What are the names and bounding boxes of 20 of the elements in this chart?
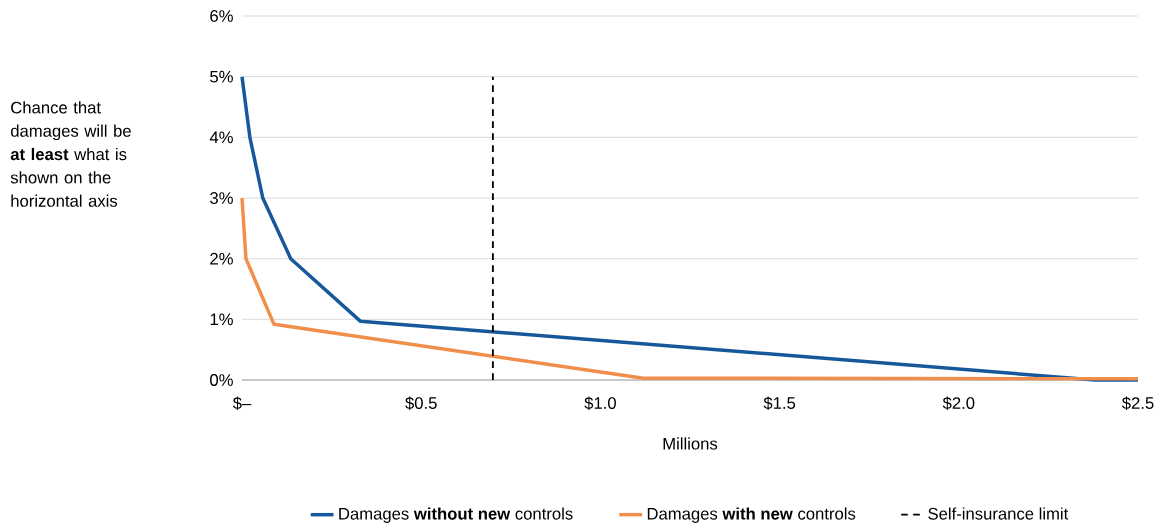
y-tick-label: 3%: [210, 192, 233, 204]
x-tick-label: $2.0: [942, 396, 975, 410]
y-tick-label: 2%: [210, 252, 233, 265]
legend-label: Damages with new controls: [647, 507, 856, 523]
y-tick-label: 6%: [210, 10, 233, 22]
x-tick-label: $–: [232, 396, 252, 410]
y-tick-label: 0%: [210, 374, 233, 386]
x-tick-label: $2.5: [1121, 396, 1154, 410]
legend-label: Damages without new controls: [339, 507, 573, 523]
y-tick-label: 5%: [210, 70, 233, 83]
line-series: [240, 74, 1140, 382]
line-series: [240, 196, 1140, 381]
x-axis-title: Millions: [663, 437, 718, 450]
x-tick-label: $0.5: [405, 396, 437, 410]
legend-label: Self-insurance limit: [928, 507, 1069, 520]
y-tick-label: 4%: [209, 131, 233, 144]
x-tick-label: $1.0: [584, 396, 616, 410]
x-tick-label: $1.5: [763, 396, 796, 410]
y-tick-label: 1%: [210, 313, 233, 326]
y-axis-title: Chance that damages will be at least what is shown on the horizontal axis: [10, 101, 131, 207]
